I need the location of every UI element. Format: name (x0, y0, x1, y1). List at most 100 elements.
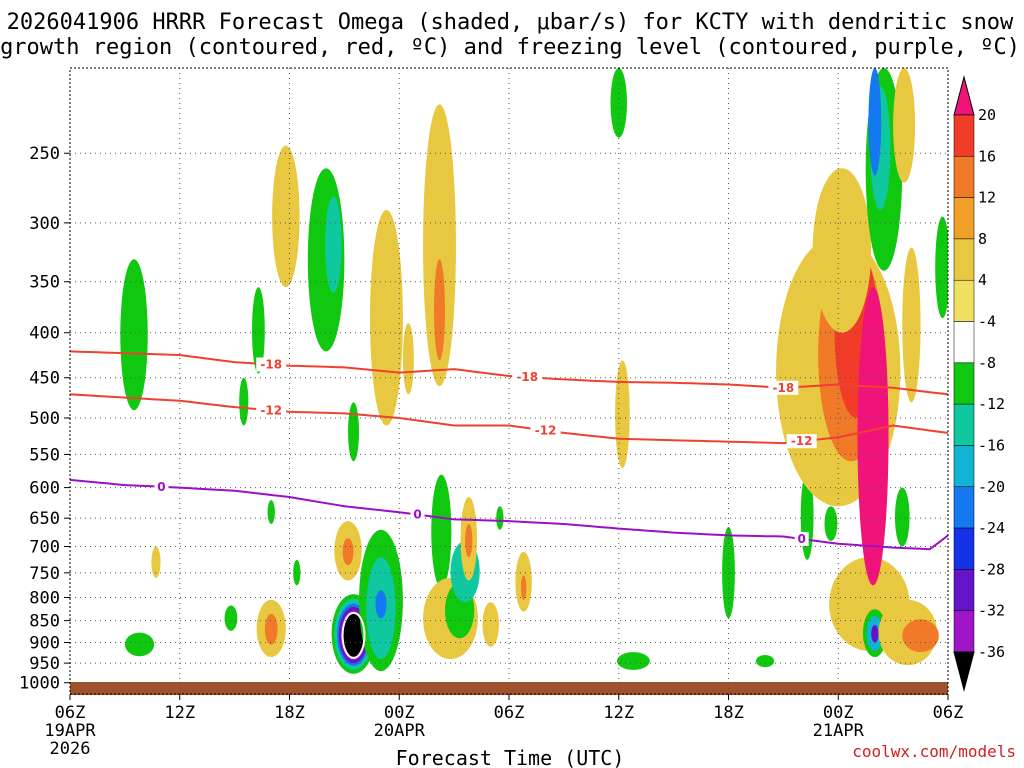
colorbar-label: -4 (978, 313, 996, 331)
pressure-axis: 2503003504004505005506006507007508008509… (19, 144, 70, 694)
contour-label-bg (256, 357, 287, 372)
omega-region (722, 526, 735, 619)
contour-label: -18 (773, 381, 795, 395)
contour-label: 0 (797, 532, 805, 546)
colorbar-label: -28 (978, 560, 1005, 578)
omega-region (342, 612, 365, 658)
y-tick-label: 800 (29, 588, 60, 608)
colorbar-segment (953, 321, 975, 364)
omega-region (120, 259, 148, 411)
contour-label: -12 (791, 434, 813, 448)
x-year-label: 2026 (50, 739, 91, 759)
contour-lines: -18 -18 -18 -12 -12 -12 0 0 0 (70, 350, 948, 551)
x-tick-label: 00Z (823, 703, 854, 723)
x-date-label: 20APR (374, 721, 426, 741)
omega-region (616, 652, 650, 670)
colorbar-segment (953, 445, 975, 488)
omega-region (812, 168, 872, 333)
omega-region (894, 487, 910, 547)
x-tick-label: 18Z (274, 703, 305, 723)
x-date-label: 21APR (813, 721, 865, 741)
omega-region (935, 216, 948, 319)
y-tick-label: 500 (29, 409, 60, 429)
x-tick-label: 06Z (55, 703, 86, 723)
contour-label-bg (530, 423, 561, 438)
omega-region (124, 632, 155, 657)
colorbar-segment (953, 279, 975, 322)
omega-region (267, 500, 275, 525)
colorbar-segment (953, 114, 975, 157)
y-tick-label: 600 (29, 479, 60, 499)
y-tick-label: 750 (29, 564, 60, 584)
colorbar-top-arrow (953, 75, 975, 116)
x-tick-label: 12Z (603, 703, 634, 723)
omega-region (272, 145, 300, 288)
omega-region (342, 538, 354, 566)
y-tick-label: 300 (29, 214, 60, 234)
y-tick-label: 900 (29, 633, 60, 653)
contour-label-bg (154, 479, 169, 494)
x-tick-label: 06Z (933, 703, 964, 723)
omega-region (893, 68, 916, 183)
colorbar-label: 16 (978, 147, 996, 165)
omega-region (151, 546, 161, 578)
y-tick-label: 350 (29, 273, 60, 293)
omega-region (434, 259, 445, 361)
x-tick-label: 06Z (494, 703, 525, 723)
contour-label-bg (512, 370, 543, 385)
omega-region (755, 654, 775, 668)
colorbar-label: 20 (978, 106, 996, 124)
omega-region (868, 68, 882, 176)
y-tick-label: 1000 (19, 674, 60, 694)
contour-label: -12 (535, 423, 557, 437)
x-tick-label: 18Z (713, 703, 744, 723)
y-tick-label: 450 (29, 369, 60, 389)
colorbar-label: -20 (978, 478, 1005, 496)
contour-label-bg (410, 507, 425, 522)
contour-label: 0 (413, 508, 421, 522)
contour-line (70, 350, 948, 396)
omega-region (902, 247, 921, 403)
colorbar-label: 4 (978, 271, 987, 289)
colorbar-label: 8 (978, 230, 987, 248)
omega-region (610, 68, 627, 138)
colorbar-segment (953, 362, 975, 405)
x-axis-label: Forecast Time (UTC) (396, 746, 625, 768)
y-tick-label: 250 (29, 144, 60, 164)
colorbar-segment (953, 486, 975, 529)
omega-region (293, 559, 301, 586)
omega-region (348, 402, 360, 462)
y-tick-label: 850 (29, 612, 60, 632)
omega-region (252, 287, 265, 374)
omega-colorbar: 20 16 12 8 4 -4 -8 -12 -16 -20 -24 -28 -32 -36 (953, 75, 1005, 692)
colorbar-label: -8 (978, 354, 996, 372)
y-tick-label: 700 (29, 537, 60, 557)
contour-label: 0 (157, 480, 165, 494)
x-tick-label: 00Z (384, 703, 415, 723)
colorbar-segment (953, 569, 975, 611)
colorbar-label: -36 (978, 643, 1005, 661)
y-tick-label: 400 (29, 324, 60, 344)
contour-label: -18 (260, 357, 282, 371)
contour-label: -18 (516, 370, 538, 384)
omega-region (402, 323, 414, 395)
y-tick-label: 950 (29, 654, 60, 674)
colorbar-segment (953, 238, 975, 281)
omega-region (824, 506, 838, 541)
contour-label-bg (794, 531, 809, 546)
omega-region (871, 625, 879, 643)
omega-region (465, 524, 473, 558)
colorbar-label: -16 (978, 436, 1005, 454)
omega-core-outline (341, 611, 366, 659)
x-date-label: 19APR (44, 721, 96, 741)
colorbar-label: -32 (978, 602, 1005, 620)
y-tick-label: 550 (29, 445, 60, 465)
y-tick-label: 650 (29, 509, 60, 529)
omega-region (431, 474, 452, 588)
omega-region (369, 209, 403, 426)
omega-region (902, 619, 939, 653)
colorbar-segment (953, 156, 975, 198)
colorbar-label: -24 (978, 519, 1005, 537)
contour-label-bg (786, 434, 817, 449)
